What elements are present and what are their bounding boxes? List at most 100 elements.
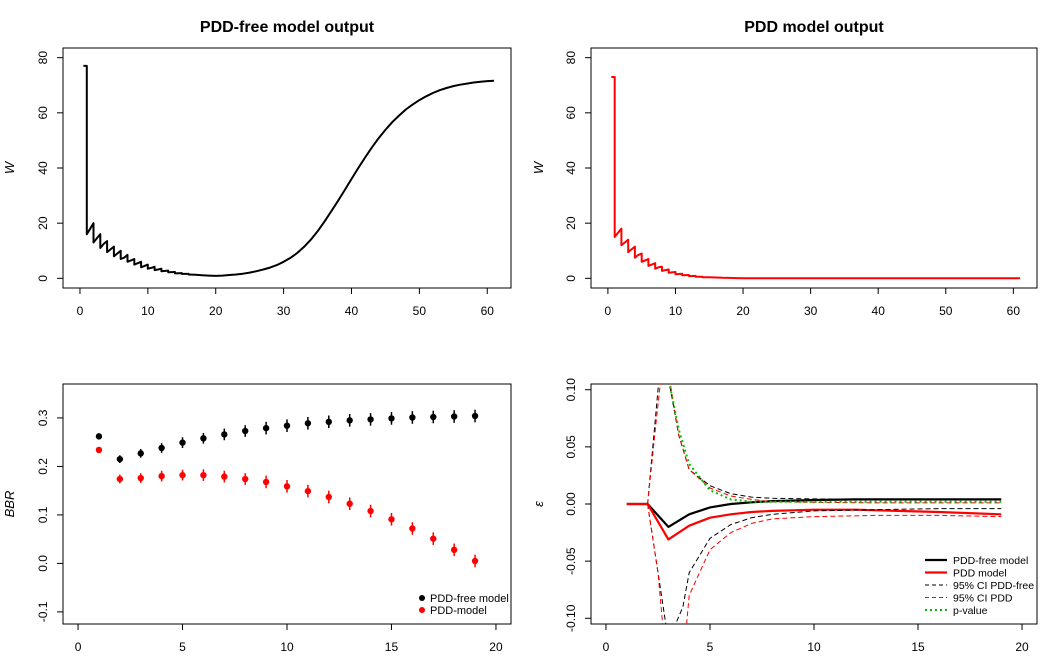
- data-point: [346, 417, 353, 424]
- legend-marker: [419, 595, 425, 601]
- y-tick-label: 0: [36, 275, 50, 282]
- data-point: [137, 474, 144, 482]
- x-tick-label: 5: [179, 640, 186, 654]
- y-axis-label: W: [2, 160, 17, 174]
- y-axis-label: W: [531, 160, 546, 174]
- data-point: [430, 413, 437, 421]
- series-line-7: [668, 384, 1002, 503]
- x-tick-label: 30: [277, 304, 291, 318]
- x-tick-label: 40: [872, 304, 886, 318]
- data-point: [325, 493, 332, 501]
- data-point: [325, 418, 332, 426]
- series-line-4: [647, 503, 1002, 624]
- y-tick-label: -0.05: [564, 547, 578, 575]
- y-tick-label: 40: [36, 161, 50, 175]
- y-tick-label: 80: [564, 51, 578, 65]
- plot-area: [626, 384, 1002, 624]
- y-tick-label: 0.3: [36, 409, 50, 426]
- data-point: [200, 435, 207, 442]
- x-tick-label: 50: [413, 304, 427, 318]
- series-line-2: [626, 502, 1002, 541]
- y-tick-label: 40: [564, 161, 578, 175]
- series-line-3: [647, 384, 1002, 505]
- y-axis-label: ε: [531, 501, 546, 507]
- x-tick-label: 40: [345, 304, 359, 318]
- data-point: [430, 535, 437, 542]
- y-tick-label: -0.10: [564, 604, 578, 632]
- y-tick-label: 0.00: [564, 492, 578, 516]
- legend-label: PDD-free model: [953, 555, 1028, 567]
- y-tick-label: 0.1: [36, 506, 50, 523]
- legend-label: 95% CI PDD-free: [953, 580, 1034, 592]
- data-point: [409, 525, 416, 532]
- chart-panel-3: BBR 0 5 10 15 20 -0.1 0.0 0.1 0.2 0.3 PDD-free mode…: [2, 383, 512, 654]
- y-tick-label: 0.0: [36, 555, 50, 572]
- chart-panel-2: PDD model output W 0 10 20 30 40 50 60 0 20 40 60 80: [531, 19, 1038, 318]
- data-point: [179, 471, 186, 479]
- y-tick-label: 0.10: [564, 378, 578, 402]
- data-point: [158, 444, 165, 452]
- series-line-1: [611, 76, 1021, 280]
- x-tick-label: 10: [807, 640, 821, 654]
- y-axis-label: BBR: [2, 491, 17, 518]
- data-point: [304, 487, 312, 495]
- chart-title: PDD-free model output: [200, 19, 375, 36]
- y-tick-label: -0.1: [36, 601, 50, 622]
- y-tick-label: 20: [36, 216, 50, 230]
- y-tick-label: 60: [36, 106, 50, 120]
- x-tick-label: 0: [603, 640, 610, 654]
- data-point: [137, 450, 144, 457]
- data-point: [221, 431, 228, 438]
- y-tick-label: 80: [36, 51, 50, 65]
- y-tick-label: 0: [564, 275, 578, 282]
- x-tick-label: 20: [1015, 640, 1029, 654]
- x-tick-label: 0: [605, 304, 612, 318]
- data-point: [158, 472, 165, 480]
- x-tick-label: 20: [489, 640, 503, 654]
- x-tick-label: 20: [209, 304, 223, 318]
- data-point: [367, 507, 374, 515]
- data-point: [367, 416, 374, 423]
- data-point: [116, 455, 124, 463]
- plot-area: [83, 64, 495, 277]
- data-point: [116, 475, 124, 483]
- legend-label: 95% CI PDD: [953, 593, 1013, 605]
- x-tick-label: 10: [280, 640, 294, 654]
- x-tick-label: 0: [77, 304, 84, 318]
- data-point: [200, 471, 207, 479]
- data-point: [242, 427, 249, 435]
- chart-title: PDD model output: [744, 19, 884, 36]
- x-tick-label: 60: [1007, 304, 1021, 318]
- plot-frame: [62, 47, 512, 289]
- x-tick-label: 10: [141, 304, 155, 318]
- x-tick-label: 0: [75, 640, 82, 654]
- plot-frame: [590, 47, 1038, 289]
- y-tick-label: 20: [564, 216, 578, 230]
- data-point: [221, 473, 228, 480]
- x-tick-label: 60: [481, 304, 495, 318]
- data-point: [262, 478, 270, 486]
- legend-label: PDD model: [953, 568, 1007, 580]
- x-tick-label: 50: [939, 304, 953, 318]
- plot-area: [611, 76, 1021, 280]
- y-tick-label: 0.2: [36, 458, 50, 475]
- data-point: [304, 420, 312, 427]
- data-point: [283, 483, 291, 490]
- data-point: [388, 415, 395, 422]
- x-tick-label: 15: [385, 640, 399, 654]
- legend-label: p-value: [953, 605, 988, 617]
- legend-label: PDD-free model: [430, 593, 509, 605]
- x-tick-label: 20: [736, 304, 750, 318]
- data-point: [450, 546, 458, 554]
- data-point: [471, 557, 479, 565]
- x-tick-label: 15: [911, 640, 925, 654]
- data-point: [450, 413, 458, 420]
- data-point: [346, 500, 353, 507]
- legend-marker: [419, 607, 425, 613]
- y-tick-label: 60: [564, 106, 578, 120]
- series-line-5: [647, 384, 1002, 505]
- data-point: [95, 433, 103, 440]
